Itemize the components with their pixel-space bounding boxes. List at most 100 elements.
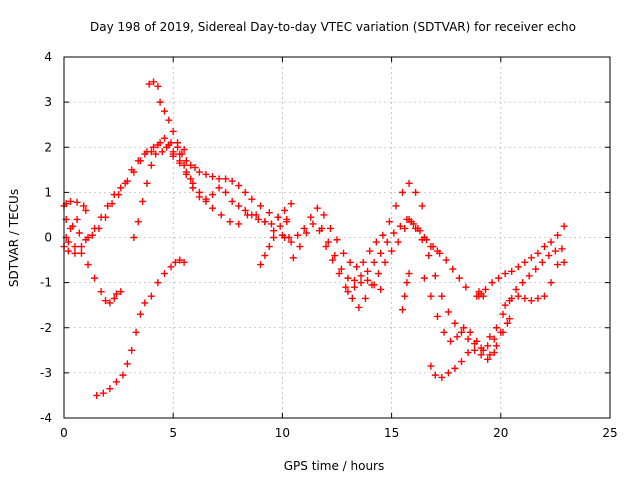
- data-point: [134, 218, 142, 226]
- data-point: [91, 274, 99, 282]
- data-point: [281, 234, 289, 241]
- data-point: [152, 150, 160, 158]
- data-point: [350, 283, 358, 291]
- data-point: [309, 220, 317, 228]
- y-tick-label: -2: [40, 321, 52, 335]
- data-point: [158, 148, 166, 156]
- data-point: [67, 197, 75, 205]
- data-point: [418, 202, 426, 210]
- data-point: [503, 319, 511, 327]
- data-point: [449, 265, 457, 273]
- data-point: [372, 238, 380, 246]
- series-track-6: [145, 78, 291, 226]
- y-tick-label: -1: [40, 276, 52, 290]
- data-point: [475, 292, 483, 300]
- data-point: [187, 175, 195, 183]
- data-point: [82, 236, 90, 244]
- data-point: [545, 252, 553, 260]
- data-point: [112, 290, 120, 298]
- data-point: [313, 204, 321, 212]
- data-point: [394, 238, 402, 246]
- data-point: [121, 179, 129, 187]
- data-point: [73, 215, 81, 223]
- data-point: [235, 182, 243, 190]
- data-point: [492, 324, 500, 332]
- data-point: [490, 335, 498, 343]
- x-tick-label: 0: [60, 426, 68, 440]
- data-point: [442, 256, 450, 264]
- data-point: [222, 188, 230, 196]
- data-point: [165, 141, 173, 149]
- data-point: [106, 385, 114, 393]
- data-point: [508, 267, 516, 275]
- data-point: [147, 148, 155, 156]
- data-point: [514, 292, 522, 300]
- data-point: [215, 175, 223, 183]
- data-point: [547, 238, 555, 246]
- series-track-3: [62, 134, 188, 244]
- data-point: [147, 161, 155, 169]
- data-point: [340, 249, 348, 257]
- data-point: [333, 236, 341, 244]
- data-point: [71, 249, 79, 257]
- data-point: [357, 279, 365, 287]
- x-tick-label: 25: [602, 426, 617, 440]
- data-point: [521, 294, 529, 302]
- data-point: [409, 220, 417, 228]
- data-point: [95, 224, 103, 232]
- data-point: [464, 349, 472, 357]
- data-point: [261, 218, 269, 226]
- data-point: [401, 224, 409, 232]
- data-point: [540, 243, 548, 251]
- data-point: [64, 238, 72, 246]
- data-point: [117, 288, 125, 296]
- data-point: [217, 211, 225, 219]
- data-point: [532, 265, 540, 273]
- data-point: [209, 191, 217, 199]
- data-point: [451, 319, 459, 327]
- data-point: [241, 188, 249, 196]
- data-point: [180, 146, 188, 154]
- data-point: [261, 252, 269, 260]
- series-track-19: [501, 258, 568, 309]
- axis-ticks: 0 5 10 15 20 25 -4 -3 -2 -1 0 1 2 3 4: [40, 50, 618, 440]
- data-point: [527, 254, 535, 262]
- data-point: [71, 243, 79, 251]
- series-track-18: [486, 245, 566, 341]
- data-point: [431, 272, 439, 280]
- data-point: [283, 215, 291, 223]
- data-point: [377, 285, 385, 293]
- data-point: [195, 168, 203, 176]
- data-point: [174, 139, 182, 147]
- data-point: [176, 159, 184, 167]
- data-point: [145, 80, 153, 88]
- data-point: [554, 231, 562, 239]
- data-point: [455, 274, 463, 282]
- data-point: [307, 213, 315, 221]
- data-point: [160, 107, 168, 115]
- data-point: [165, 116, 173, 124]
- data-point: [436, 249, 444, 257]
- data-point: [377, 249, 385, 257]
- data-point: [322, 243, 330, 251]
- data-point: [444, 369, 452, 377]
- data-point: [366, 247, 374, 255]
- series-track-15: [420, 274, 514, 359]
- data-point: [490, 349, 498, 357]
- data-point: [64, 247, 72, 255]
- data-point: [514, 263, 522, 271]
- data-point: [287, 238, 295, 246]
- data-point: [560, 258, 568, 266]
- series-track-4: [93, 256, 188, 399]
- data-point: [420, 274, 428, 282]
- data-point: [399, 306, 407, 314]
- data-point: [154, 82, 162, 90]
- data-point: [156, 98, 164, 106]
- data-point: [418, 236, 426, 244]
- data-point: [143, 179, 151, 187]
- data-point: [202, 170, 210, 178]
- data-point: [324, 238, 332, 246]
- data-point: [344, 274, 352, 282]
- data-point: [538, 258, 546, 266]
- data-point: [484, 342, 492, 350]
